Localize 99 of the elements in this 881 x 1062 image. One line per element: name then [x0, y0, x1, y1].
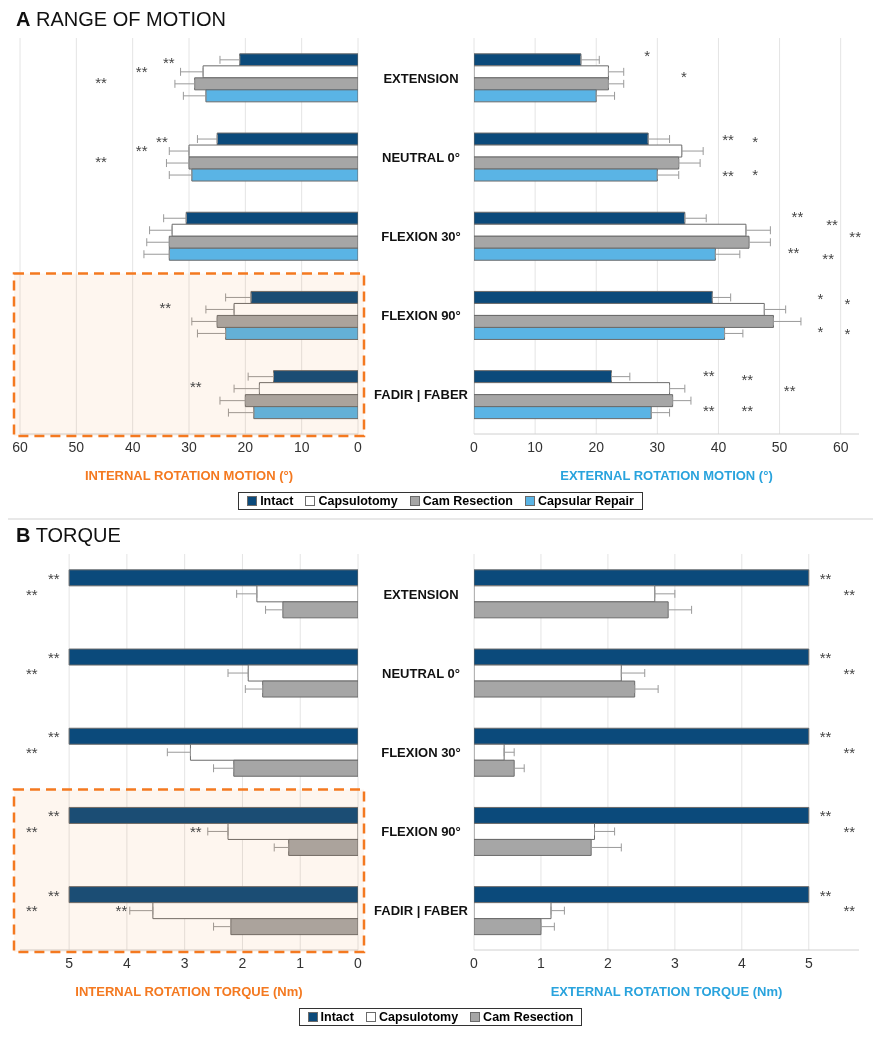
x-tick-label: 5	[804, 954, 813, 971]
x-tick-label: 20	[588, 438, 605, 455]
x-tick-label: 2	[238, 954, 247, 971]
annotation: **	[189, 823, 202, 841]
annotation: **	[843, 902, 856, 920]
annotation: **	[722, 130, 735, 148]
annotation: **	[783, 382, 796, 400]
y-tick-label: FADIR | FABER	[374, 387, 469, 403]
x-tick-label: 10	[527, 438, 544, 455]
legend-label: Capsular Repair	[537, 494, 634, 508]
y-tick-label: NEUTRAL 0°	[382, 149, 460, 165]
x-tick-label: 30	[649, 438, 666, 455]
x-tick-label: 3	[670, 954, 679, 971]
x-axis-title: INTERNAL ROTATION TORQUE (Nm)	[74, 984, 304, 999]
legend-label: Capsulotomy	[317, 494, 398, 508]
annotation: **	[826, 216, 839, 234]
x-tick-label: 60	[832, 438, 849, 455]
x-axis-title: EXTERNAL ROTATION MOTION (°)	[559, 468, 774, 483]
annotation: *	[644, 47, 651, 65]
y-tick-label: FADIR | FABER	[374, 903, 469, 919]
chart-title: A RANGE OF MOTION	[15, 8, 227, 32]
x-tick-label: 5	[65, 954, 74, 971]
annotation: **	[189, 378, 202, 396]
annotation: **	[791, 208, 804, 226]
y-tick-label: FLEXION 90°	[381, 824, 461, 840]
annotation: *	[817, 289, 824, 307]
annotation: **	[722, 167, 735, 185]
annotation: **	[25, 902, 38, 920]
annotation: **	[135, 142, 148, 160]
x-tick-label: 1	[296, 954, 305, 971]
annotation: **	[47, 886, 60, 904]
annotation: *	[844, 295, 851, 313]
y-tick-label: FLEXION 30°	[381, 229, 461, 244]
y-tick-label: EXTENSION	[383, 70, 459, 86]
annotation: **	[819, 648, 832, 666]
x-tick-label: 1	[537, 954, 546, 971]
x-tick-label: 40	[710, 438, 727, 455]
annotation: **	[819, 886, 832, 904]
annotation: **	[843, 664, 856, 682]
legend-label: Intact	[259, 494, 294, 508]
legend-label: Capsulotomy	[377, 1010, 459, 1024]
annotation: **	[741, 402, 754, 420]
annotation: **	[849, 228, 862, 245]
y-tick-label: EXTENSION	[383, 586, 459, 602]
annotation: **	[135, 63, 148, 81]
x-tick-label: 0	[470, 438, 479, 455]
legend-label: Cam Resection	[421, 494, 513, 508]
legend-label: Cam Resection	[482, 1010, 574, 1024]
annotation: **	[25, 585, 38, 603]
y-tick-label: FLEXION 30°	[381, 745, 461, 760]
annotation: **	[703, 402, 715, 420]
annotation: **	[703, 366, 715, 384]
annotation: **	[787, 243, 800, 261]
annotation: *	[752, 166, 759, 184]
annotation: **	[156, 132, 168, 150]
annotation: **	[47, 569, 60, 587]
annotation: *	[680, 68, 687, 86]
x-tick-label: 10	[293, 438, 310, 455]
annotation: **	[25, 744, 38, 761]
annotation: **	[741, 370, 754, 388]
annotation: **	[95, 73, 108, 91]
x-tick-label: 3	[180, 954, 189, 971]
annotation: **	[115, 902, 128, 920]
x-axis-title: INTERNAL ROTATION MOTION (°)	[83, 468, 295, 483]
y-tick-label: NEUTRAL 0°	[382, 665, 460, 681]
annotation: **	[25, 823, 38, 841]
x-tick-label: 50	[68, 438, 85, 455]
x-tick-label: 50	[771, 438, 788, 455]
annotation: **	[843, 585, 856, 603]
x-tick-label: 4	[737, 954, 746, 971]
chart-title: B TORQUE	[15, 524, 122, 548]
x-tick-label: 20	[237, 438, 254, 455]
annotation: **	[162, 53, 175, 71]
x-tick-label: 0	[354, 954, 363, 971]
annotation: **	[843, 744, 856, 761]
annotation: *	[817, 323, 824, 341]
x-tick-label: 2	[604, 954, 613, 971]
annotation: **	[47, 648, 60, 666]
x-axis-title: EXTERNAL ROTATION TORQUE (Nm)	[549, 984, 784, 999]
annotation: **	[819, 807, 832, 825]
x-tick-label: 40	[124, 438, 141, 455]
annotation: **	[25, 664, 38, 682]
annotation: **	[47, 807, 60, 825]
annotation: **	[159, 299, 172, 317]
annotation: **	[843, 823, 856, 841]
x-tick-label: 0	[470, 954, 479, 971]
annotation: **	[819, 569, 832, 587]
y-tick-label: FLEXION 90°	[381, 308, 461, 324]
x-tick-label: 60	[12, 438, 28, 455]
x-tick-label: 4	[122, 954, 131, 971]
annotation: **	[819, 728, 832, 746]
x-tick-label: 0	[354, 438, 363, 455]
annotation: **	[95, 152, 108, 170]
annotation: **	[822, 250, 835, 268]
x-tick-label: 30	[181, 438, 197, 455]
annotation: **	[47, 728, 60, 746]
legend-label: Intact	[319, 1010, 354, 1024]
annotation: *	[752, 132, 759, 150]
annotation: *	[844, 324, 851, 342]
